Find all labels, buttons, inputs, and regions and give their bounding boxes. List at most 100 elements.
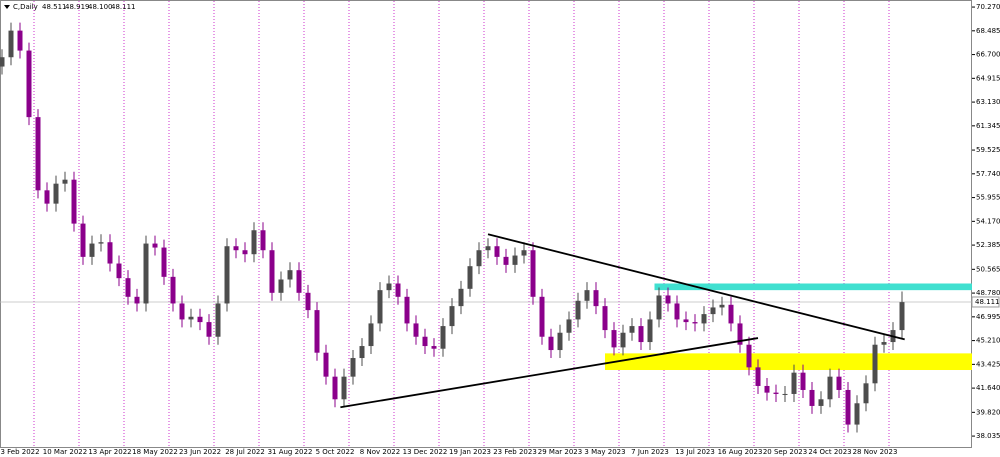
x-tick-label: 23 Jun 2022 <box>179 448 221 456</box>
x-tick-label: 7 Jun 2023 <box>631 448 669 456</box>
symbol: C,Daily <box>13 3 38 11</box>
candle-body <box>881 342 887 345</box>
candle-body <box>800 372 806 390</box>
y-tick-label: 55.955 <box>976 194 1000 202</box>
candle-body <box>647 319 653 343</box>
candle-body <box>35 117 41 191</box>
candle-body <box>242 250 248 255</box>
candle-body <box>629 326 635 333</box>
candle-body <box>494 246 500 257</box>
y-tick-label: 38.035 <box>976 432 1000 440</box>
candle-body <box>26 50 32 118</box>
candle-body <box>782 393 788 395</box>
candle-body <box>719 304 725 308</box>
x-tick-label: 13 Dec 2022 <box>403 448 448 456</box>
candle-body <box>422 336 428 347</box>
candle-body <box>863 383 869 404</box>
x-tick-label: 24 Oct 2023 <box>808 448 851 456</box>
quote-value: 48.919 <box>65 3 90 11</box>
y-tick-label: 45.210 <box>976 337 1000 345</box>
candle-body <box>656 295 662 320</box>
x-tick-label: 10 Mar 2022 <box>43 448 87 456</box>
y-tick-label: 50.565 <box>976 265 1000 273</box>
x-tick-label: 3 Feb 2022 <box>0 448 39 456</box>
x-tick-label: 23 Feb 2023 <box>493 448 537 456</box>
y-tick-label: 52.385 <box>976 241 1000 249</box>
x-tick-label: 3 May 2023 <box>584 448 625 456</box>
candle-body <box>773 392 779 394</box>
candle-body <box>764 385 770 393</box>
candle-body <box>602 306 608 331</box>
plot-frame <box>0 0 972 448</box>
candle-body <box>449 306 455 327</box>
candle-body <box>89 243 95 257</box>
y-tick-label: 68.485 <box>976 27 1000 35</box>
candle-body <box>152 243 158 248</box>
candle-body <box>161 247 167 277</box>
candle-body <box>413 323 419 337</box>
candle-body <box>818 399 824 406</box>
x-tick-label: 8 Nov 2022 <box>360 448 400 456</box>
candle-body <box>179 303 185 320</box>
price-zone <box>605 353 972 371</box>
candle-body <box>737 323 743 345</box>
candle-body <box>611 330 617 348</box>
candle-body <box>476 250 482 267</box>
candle-body <box>332 376 338 400</box>
candle-body <box>188 316 194 320</box>
candle-body <box>134 296 140 304</box>
candle-body <box>71 179 77 224</box>
candle-body <box>683 319 689 323</box>
x-tick-label: 28 Nov 2023 <box>853 448 898 456</box>
candle-body <box>197 316 203 323</box>
y-tick-label: 43.425 <box>976 360 1000 368</box>
candle-body <box>575 300 581 320</box>
candle-body <box>359 346 365 359</box>
y-tick-label: 66.700 <box>976 51 1000 59</box>
x-tick-label: 31 Aug 2022 <box>268 448 313 456</box>
candle-body <box>710 307 716 315</box>
quote-value: 48.111 <box>111 3 136 11</box>
y-tick-label: 46.995 <box>976 313 1000 321</box>
candle-body <box>224 246 230 304</box>
candle-body <box>593 290 599 307</box>
candle-body <box>116 263 122 279</box>
candle-body <box>521 250 527 256</box>
candle-body <box>557 332 563 351</box>
candle-body <box>368 323 374 347</box>
candle-body <box>431 346 437 349</box>
quote-value: 48.100 <box>88 3 113 11</box>
candle-body <box>485 246 491 251</box>
candle-body <box>215 303 221 337</box>
candle-body <box>755 367 761 386</box>
candle-body <box>323 352 329 377</box>
x-tick-label: 18 May 2022 <box>132 448 178 456</box>
candle-body <box>548 336 554 351</box>
y-tick-label: 57.740 <box>976 170 1000 178</box>
candle-body <box>395 283 401 297</box>
candle-body <box>899 302 905 331</box>
candle-body <box>845 389 851 425</box>
price-tag-label: 48.111 <box>975 298 1000 306</box>
y-tick-label: 39.820 <box>976 408 1000 416</box>
candle-body <box>530 250 536 297</box>
candle-body <box>467 266 473 289</box>
x-tick-label: 13 Apr 2022 <box>88 448 131 456</box>
candle-body <box>692 322 698 324</box>
candle-body <box>458 288 464 307</box>
trendline <box>487 233 905 341</box>
x-tick-label: 20 Sep 2023 <box>763 448 807 456</box>
y-tick-label: 63.130 <box>976 98 1000 106</box>
candle-body <box>80 223 86 257</box>
candle-body <box>665 295 671 304</box>
quote-value: 48.511 <box>42 3 67 11</box>
candle-body <box>638 326 644 343</box>
candle-body <box>314 310 320 353</box>
candle-body <box>872 344 878 384</box>
trendline <box>340 337 759 409</box>
candle-body <box>233 246 239 251</box>
x-tick-label: 16 Aug 2023 <box>718 448 763 456</box>
candle-body <box>98 242 104 244</box>
candle-body <box>620 332 626 348</box>
candle-body <box>674 303 680 320</box>
